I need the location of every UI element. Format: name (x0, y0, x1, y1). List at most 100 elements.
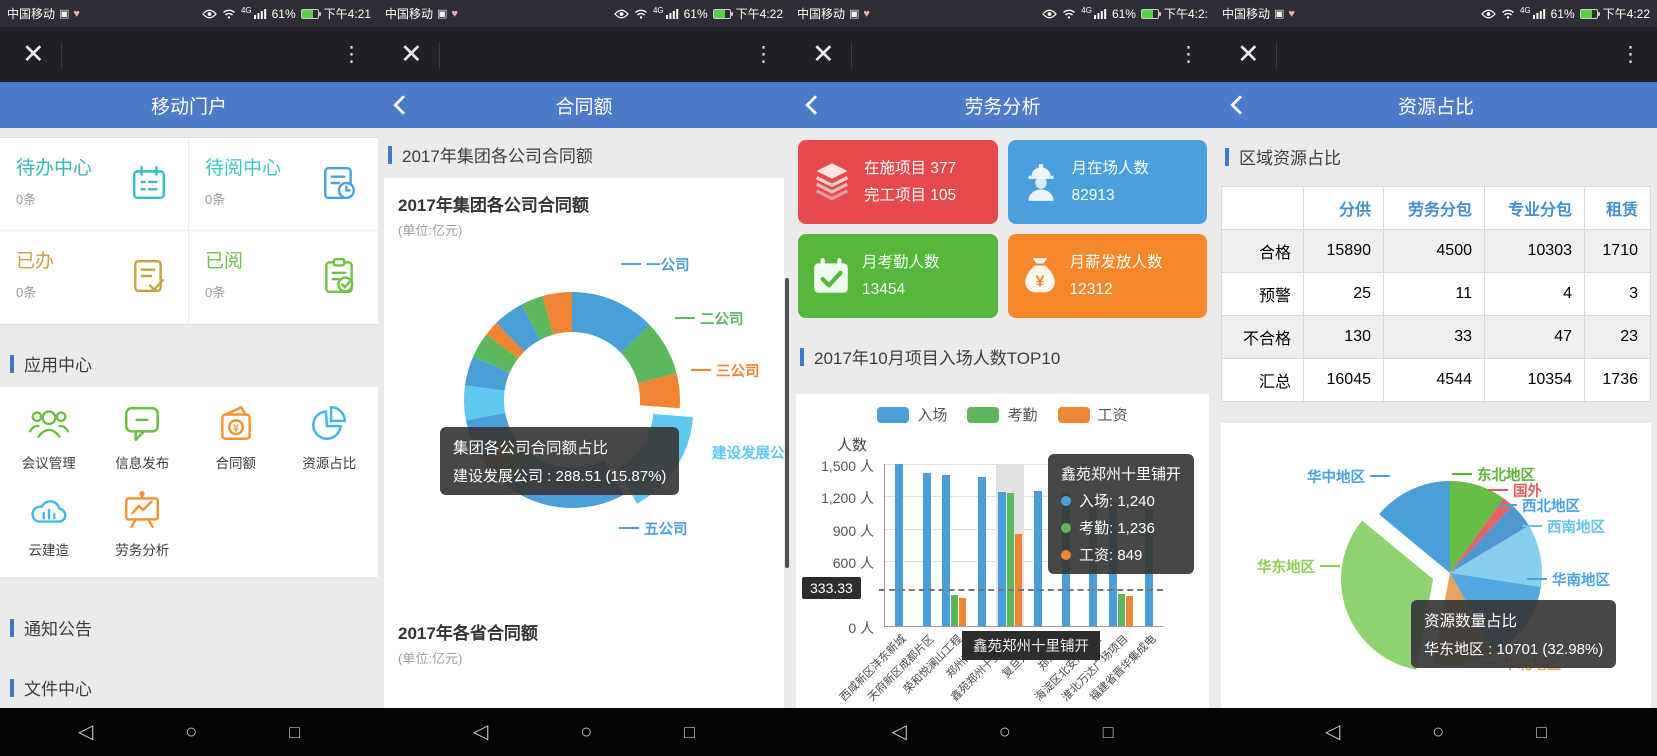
pie-label: 华南地区 (1527, 569, 1610, 590)
pie-slice-东北地区[interactable] (1450, 481, 1504, 573)
bar-考勤[interactable] (1007, 493, 1015, 626)
svg-text:¥: ¥ (1035, 274, 1044, 291)
browser-title-bar: ✕ ⋮ (378, 27, 790, 82)
resource-content: 区域资源占比 分供 劳务分包 专业分包 租赁 合格 15890 4500 10303 1710 预… (1215, 128, 1657, 708)
app-labor-analysis[interactable]: 劳务分析 (96, 490, 190, 559)
android-back-button[interactable]: ◁ (472, 721, 489, 743)
table-cell: 4544 (1383, 358, 1485, 402)
menu-dots-icon[interactable]: ⋮ (753, 43, 774, 66)
pie-label: 华东地区 (1257, 556, 1340, 577)
android-recent-button[interactable]: □ (1536, 722, 1548, 742)
region-table: 分供 劳务分包 专业分包 租赁 合格 15890 4500 10303 1710 预警 25 11 4 3… (1221, 186, 1651, 402)
pie-slice-华中地区[interactable] (1379, 481, 1450, 573)
sim-icon: ▣ (849, 8, 860, 20)
pie-slice-西南地区[interactable] (1450, 525, 1542, 587)
bar-入场[interactable] (978, 477, 987, 626)
bar-入场[interactable] (922, 473, 931, 626)
menu-dots-icon[interactable]: ⋮ (1178, 43, 1199, 66)
todo-center-card[interactable]: 待办中心 0条 (0, 138, 189, 231)
android-recent-button[interactable]: □ (684, 722, 696, 742)
app-cloud-build[interactable]: 云建造 (2, 490, 96, 559)
pie-chart-icon (312, 405, 347, 440)
signal-bars-icon (1093, 9, 1107, 19)
chart-legend: 入场 考勤 工资 (796, 404, 1209, 425)
bar-工资[interactable] (1126, 596, 1134, 626)
pie-slice-国外[interactable] (1450, 498, 1513, 573)
bar-入场[interactable] (1033, 491, 1042, 626)
back-chevron-icon[interactable] (805, 95, 825, 115)
scrollbar-thumb[interactable] (785, 278, 789, 568)
close-icon[interactable]: ✕ (1237, 39, 1260, 69)
android-recent-button[interactable]: □ (1102, 722, 1114, 742)
svg-text:¥: ¥ (233, 422, 239, 434)
toread-center-card[interactable]: 待阅中心 0条 (189, 138, 378, 231)
menu-dots-icon[interactable]: ⋮ (341, 43, 362, 66)
titlebar-divider (1275, 41, 1277, 68)
android-home-button[interactable]: ○ (1432, 721, 1445, 743)
stat-card-grid: 在施项目 377 完工项目 105 月在场人数 82913 月考勤人数 13 (790, 128, 1215, 318)
pie-slice[interactable] (521, 296, 554, 340)
section-file-center[interactable]: 文件中心 (0, 663, 378, 708)
legend-item[interactable]: 工资 (1057, 404, 1128, 425)
menu-dots-icon[interactable]: ⋮ (1620, 43, 1641, 66)
pie-slice-二公司[interactable] (620, 324, 677, 384)
done-card[interactable]: 已办 0条 (0, 231, 189, 324)
app-info-publish[interactable]: 信息发布 (96, 403, 190, 472)
sim-icon: ▣ (1274, 8, 1285, 20)
stat-card-projects[interactable]: 在施项目 377 完工项目 105 (798, 140, 998, 224)
stat-card-salary[interactable]: ¥ 月薪发放人数 12312 (1007, 234, 1207, 318)
pie-label: 西北地区 (1497, 495, 1580, 516)
section-accent-bar (10, 618, 14, 637)
pie-tooltip: 资源数量占比 华东地区 : 10701 (32.98%) (1411, 600, 1617, 668)
pie-slice[interactable] (542, 292, 573, 335)
legend-item[interactable]: 考勤 (967, 404, 1038, 425)
pie-slice[interactable] (486, 323, 525, 359)
pie-slice[interactable] (464, 385, 506, 421)
close-icon[interactable]: ✕ (22, 39, 45, 69)
back-chevron-icon[interactable] (393, 95, 413, 115)
table-row: 合格 15890 4500 10303 1710 (1221, 229, 1651, 273)
read-card[interactable]: 已阅 0条 (189, 231, 378, 324)
stat-card-attendance[interactable]: 月考勤人数 13454 (798, 234, 998, 318)
pie-slice[interactable] (473, 334, 519, 373)
pie-slice-西北地区[interactable] (1450, 505, 1529, 574)
pie-slice-一公司[interactable] (572, 292, 650, 353)
android-back-button[interactable]: ◁ (1324, 721, 1341, 743)
close-icon[interactable]: ✕ (400, 39, 423, 69)
row-label-cell: 汇总 (1221, 358, 1304, 402)
stat-card-onsite[interactable]: 月在场人数 82913 (1007, 140, 1207, 224)
app-contract-amount[interactable]: ¥ 合同额 (189, 403, 283, 472)
legend-item[interactable]: 入场 (877, 404, 947, 425)
android-home-button[interactable]: ○ (580, 721, 593, 743)
legend-label: 入场 (917, 407, 948, 424)
bar-入场[interactable] (894, 464, 903, 626)
android-home-button[interactable]: ○ (185, 721, 198, 743)
pie-slice-华东地区[interactable] (1341, 520, 1434, 670)
pie-slice[interactable] (496, 304, 541, 352)
section-notice[interactable]: 通知公告 (0, 603, 378, 651)
bar-工资[interactable] (1015, 534, 1023, 626)
battery-percent: 61% (271, 6, 296, 21)
table-cell: 33 (1383, 315, 1485, 359)
clipboard-check-icon (320, 257, 358, 300)
app-resource-ratio[interactable]: 资源占比 (283, 403, 377, 472)
heart-icon: ♥ (73, 7, 80, 20)
pie-slice-三公司[interactable] (637, 373, 681, 409)
battery-percent: 61% (683, 6, 708, 21)
pie-slice[interactable] (465, 356, 510, 391)
section-title: 文件中心 (24, 680, 92, 699)
bar-考勤[interactable] (1118, 594, 1126, 626)
bar-考勤[interactable] (951, 595, 959, 626)
android-back-button[interactable]: ◁ (891, 721, 907, 743)
bar-入场[interactable] (998, 492, 1007, 626)
app-meeting[interactable]: 会议管理 (2, 403, 96, 472)
bar-工资[interactable] (959, 598, 967, 626)
back-chevron-icon[interactable] (1230, 95, 1250, 115)
android-back-button[interactable]: ◁ (77, 721, 94, 743)
close-icon[interactable]: ✕ (812, 39, 835, 69)
android-recent-button[interactable]: □ (289, 722, 301, 742)
bar-入场[interactable] (942, 475, 951, 626)
tooltip-value: 建设发展公司 : 288.51 (15.87%) (453, 468, 667, 485)
android-home-button[interactable]: ○ (998, 721, 1011, 743)
donut-label: 建设发展公 (712, 446, 785, 462)
